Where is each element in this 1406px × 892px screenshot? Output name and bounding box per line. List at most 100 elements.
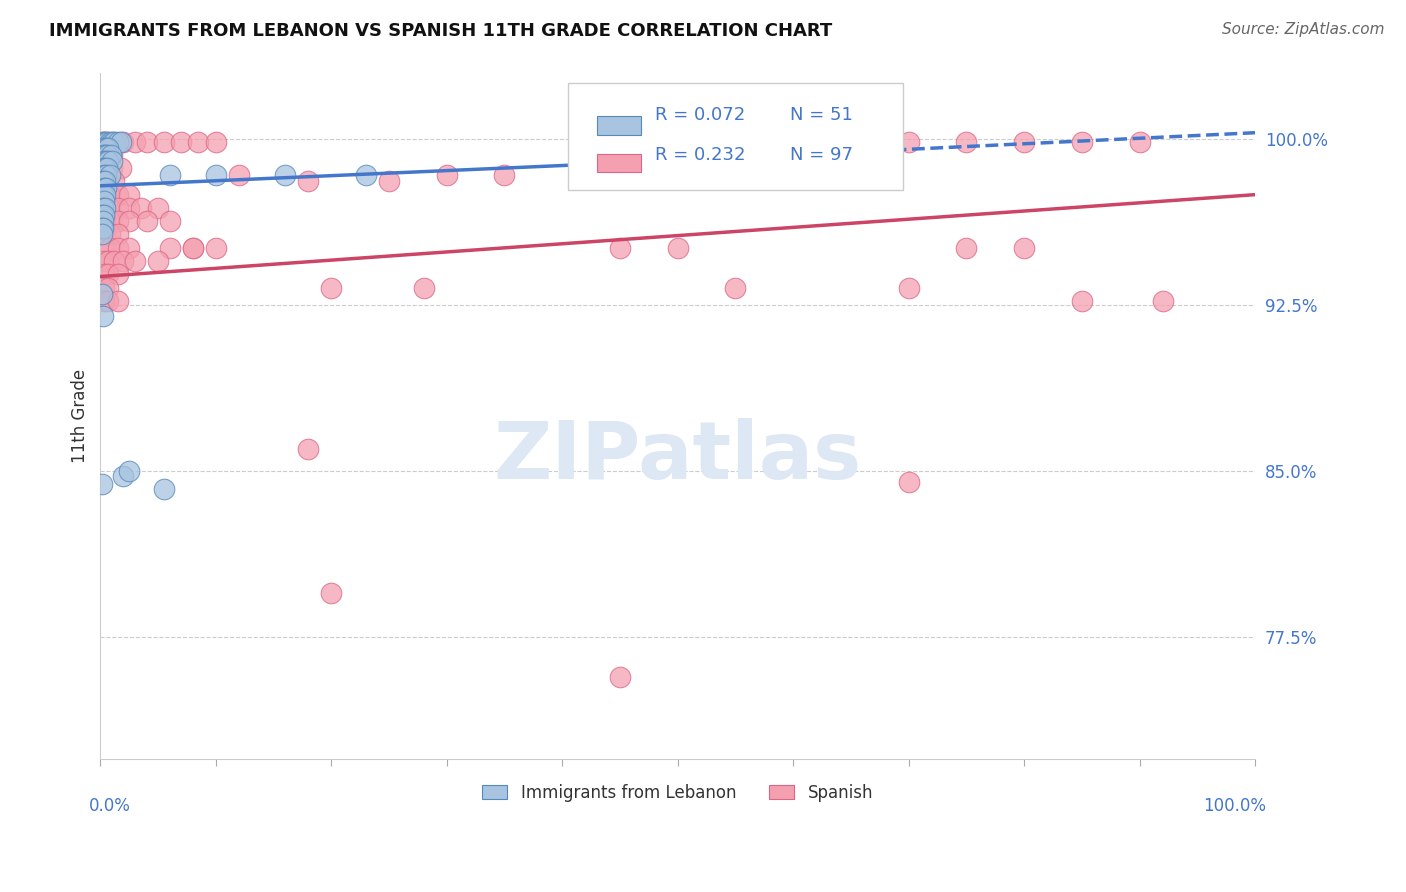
Point [204,241,226,255]
Point [159,241,181,255]
Point [91,174,114,188]
Point [897,135,920,149]
Point [97,268,120,282]
Point [107,187,129,202]
Point [118,201,141,215]
Point [124,135,146,149]
Text: N = 97: N = 97 [790,146,852,164]
Point [955,135,977,149]
Point [436,168,458,182]
Point [118,187,141,202]
Point [94,161,117,175]
Point [170,135,193,149]
Point [354,168,377,182]
Point [94,227,117,242]
Point [96,135,118,149]
Point [1012,135,1035,149]
Point [129,201,152,215]
Point [103,135,125,149]
Point [297,442,319,456]
Point [98,227,121,242]
Point [135,135,157,149]
Point [94,241,117,255]
Point [297,174,319,188]
Point [146,201,169,215]
Point [1152,293,1174,308]
Text: N = 51: N = 51 [790,106,852,125]
Point [94,168,117,182]
Point [98,214,121,228]
Point [118,214,141,228]
Point [96,135,118,149]
Point [204,135,226,149]
Point [118,241,141,255]
Text: R = 0.072: R = 0.072 [655,106,745,125]
Point [112,254,135,268]
Point [91,161,114,175]
Point [97,254,120,268]
Point [897,280,920,294]
Point [91,135,114,149]
Point [100,148,122,162]
Point [93,181,115,195]
Point [90,208,112,222]
Point [107,268,129,282]
Point [90,135,112,149]
Point [153,135,176,149]
Bar [598,117,641,135]
Point [96,161,118,175]
Point [91,214,114,228]
Point [93,293,115,308]
Point [321,280,343,294]
Point [98,187,121,202]
Point [107,241,129,255]
Point [90,287,112,301]
Point [1070,135,1092,149]
Y-axis label: 11th Grade: 11th Grade [72,368,89,463]
Text: Source: ZipAtlas.com: Source: ZipAtlas.com [1222,22,1385,37]
Point [228,168,250,182]
Point [94,181,117,195]
Point [93,174,115,188]
Point [91,220,114,235]
Point [110,161,132,175]
Point [112,135,135,149]
Point [94,141,117,155]
Point [94,214,117,228]
Point [124,254,146,268]
Point [97,174,120,188]
Point [98,168,121,182]
Point [107,227,129,242]
Point [103,254,125,268]
Point [609,241,631,255]
FancyBboxPatch shape [568,83,903,190]
Point [91,148,114,162]
Point [93,135,115,149]
Point [96,148,118,162]
Point [839,135,862,149]
Point [101,135,124,149]
Point [91,310,114,324]
Point [274,168,297,182]
Point [90,220,112,235]
Bar [598,154,641,172]
Point [94,187,117,202]
Point [112,468,135,483]
Point [103,174,125,188]
Point [146,254,169,268]
Point [98,241,121,255]
Point [97,141,120,155]
Point [91,148,114,162]
Point [724,280,747,294]
Point [94,148,117,162]
Point [94,201,117,215]
Point [378,174,401,188]
Point [118,464,141,478]
Point [93,168,115,182]
Point [93,141,115,155]
Point [181,241,204,255]
Point [1128,135,1150,149]
Point [107,214,129,228]
Point [782,135,804,149]
Point [94,201,117,215]
